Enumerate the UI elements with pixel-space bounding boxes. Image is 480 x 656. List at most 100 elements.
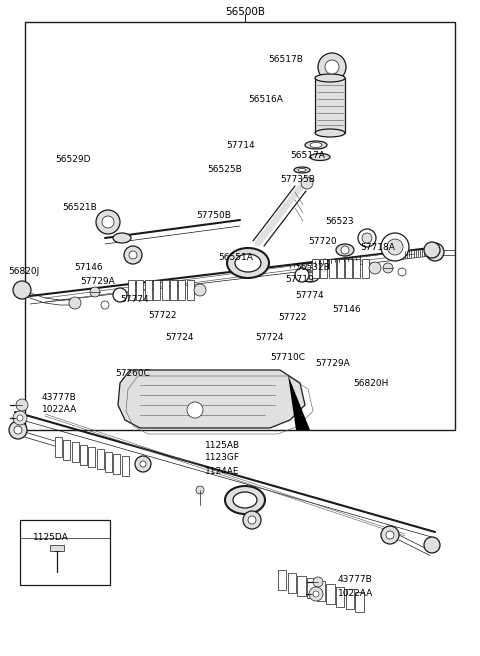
Bar: [105, 452, 112, 472]
Bar: [25, 22, 455, 430]
Ellipse shape: [113, 233, 131, 243]
Bar: [96, 449, 104, 469]
Circle shape: [194, 284, 206, 296]
Circle shape: [248, 516, 256, 524]
Circle shape: [140, 461, 146, 467]
Text: 1022AA: 1022AA: [42, 405, 77, 415]
Text: 56517B: 56517B: [268, 56, 303, 64]
Text: 1123GF: 1123GF: [205, 453, 240, 462]
Text: 56532B: 56532B: [295, 264, 330, 272]
Circle shape: [387, 239, 403, 255]
Circle shape: [129, 251, 137, 259]
Circle shape: [102, 216, 114, 228]
Bar: [355, 592, 363, 612]
Bar: [346, 590, 354, 609]
Bar: [312, 259, 319, 278]
Text: 57718A: 57718A: [360, 243, 395, 253]
Text: 1124AE: 1124AE: [205, 466, 240, 476]
Circle shape: [325, 60, 339, 74]
Bar: [353, 259, 360, 278]
Bar: [288, 573, 296, 593]
Bar: [337, 259, 344, 278]
Polygon shape: [118, 370, 305, 428]
Circle shape: [13, 281, 31, 299]
Circle shape: [101, 301, 109, 309]
Ellipse shape: [310, 154, 330, 161]
Text: 43777B: 43777B: [338, 575, 373, 584]
Circle shape: [381, 526, 399, 544]
Bar: [50, 545, 64, 551]
Text: 57260C: 57260C: [115, 369, 150, 377]
Text: 43777B: 43777B: [42, 392, 77, 401]
Bar: [153, 280, 160, 300]
Text: 57710C: 57710C: [270, 354, 305, 363]
Text: 57722: 57722: [278, 314, 307, 323]
Ellipse shape: [315, 74, 345, 82]
Bar: [145, 280, 152, 300]
Text: 56551A: 56551A: [218, 253, 253, 262]
Ellipse shape: [301, 272, 319, 282]
Ellipse shape: [318, 62, 346, 72]
Text: 57146: 57146: [332, 306, 360, 314]
Bar: [55, 438, 62, 457]
Text: 57729A: 57729A: [315, 358, 350, 367]
Text: 57774: 57774: [295, 291, 324, 300]
Ellipse shape: [294, 167, 310, 173]
Ellipse shape: [305, 141, 327, 149]
Text: 57714: 57714: [226, 140, 254, 150]
Text: 57729A: 57729A: [80, 277, 115, 287]
Ellipse shape: [233, 492, 257, 508]
Ellipse shape: [227, 248, 269, 278]
Text: 57146: 57146: [74, 264, 103, 272]
Text: 56521B: 56521B: [62, 203, 97, 213]
Ellipse shape: [336, 244, 354, 256]
Text: 57724: 57724: [255, 333, 284, 342]
Circle shape: [341, 246, 349, 254]
Bar: [326, 584, 335, 604]
Text: 56820J: 56820J: [8, 268, 39, 276]
Text: 57722: 57722: [148, 310, 177, 319]
Circle shape: [96, 210, 120, 234]
Circle shape: [381, 233, 409, 261]
Circle shape: [295, 268, 309, 282]
Circle shape: [424, 537, 440, 553]
Circle shape: [113, 288, 127, 302]
Text: 57735B: 57735B: [280, 176, 315, 184]
Circle shape: [69, 297, 81, 309]
Text: 1125DA: 1125DA: [33, 533, 69, 541]
Text: 56820H: 56820H: [353, 379, 388, 388]
Circle shape: [358, 229, 376, 247]
Bar: [307, 579, 315, 598]
Text: 1125AB: 1125AB: [205, 441, 240, 451]
Circle shape: [13, 411, 27, 425]
Circle shape: [398, 268, 406, 276]
Text: 57724: 57724: [165, 333, 193, 342]
Text: 56516A: 56516A: [248, 96, 283, 104]
Ellipse shape: [225, 486, 265, 514]
Bar: [80, 445, 87, 464]
Bar: [362, 259, 369, 278]
Text: 56500B: 56500B: [225, 7, 265, 17]
Text: 57720: 57720: [308, 237, 336, 247]
Circle shape: [424, 242, 440, 258]
Circle shape: [313, 591, 319, 597]
Bar: [345, 259, 352, 278]
Circle shape: [320, 259, 330, 269]
Circle shape: [14, 426, 22, 434]
Text: 1022AA: 1022AA: [338, 588, 373, 598]
Bar: [170, 280, 177, 300]
Text: 57774: 57774: [120, 295, 149, 304]
Circle shape: [386, 531, 394, 539]
Bar: [297, 576, 306, 596]
Circle shape: [426, 243, 444, 261]
Circle shape: [9, 421, 27, 439]
Bar: [317, 581, 325, 601]
Text: 56529D: 56529D: [55, 155, 91, 165]
Bar: [113, 454, 120, 474]
Circle shape: [243, 511, 261, 529]
Circle shape: [17, 415, 23, 421]
Bar: [72, 442, 79, 462]
Bar: [161, 280, 168, 300]
Bar: [278, 570, 286, 590]
Ellipse shape: [310, 142, 322, 148]
